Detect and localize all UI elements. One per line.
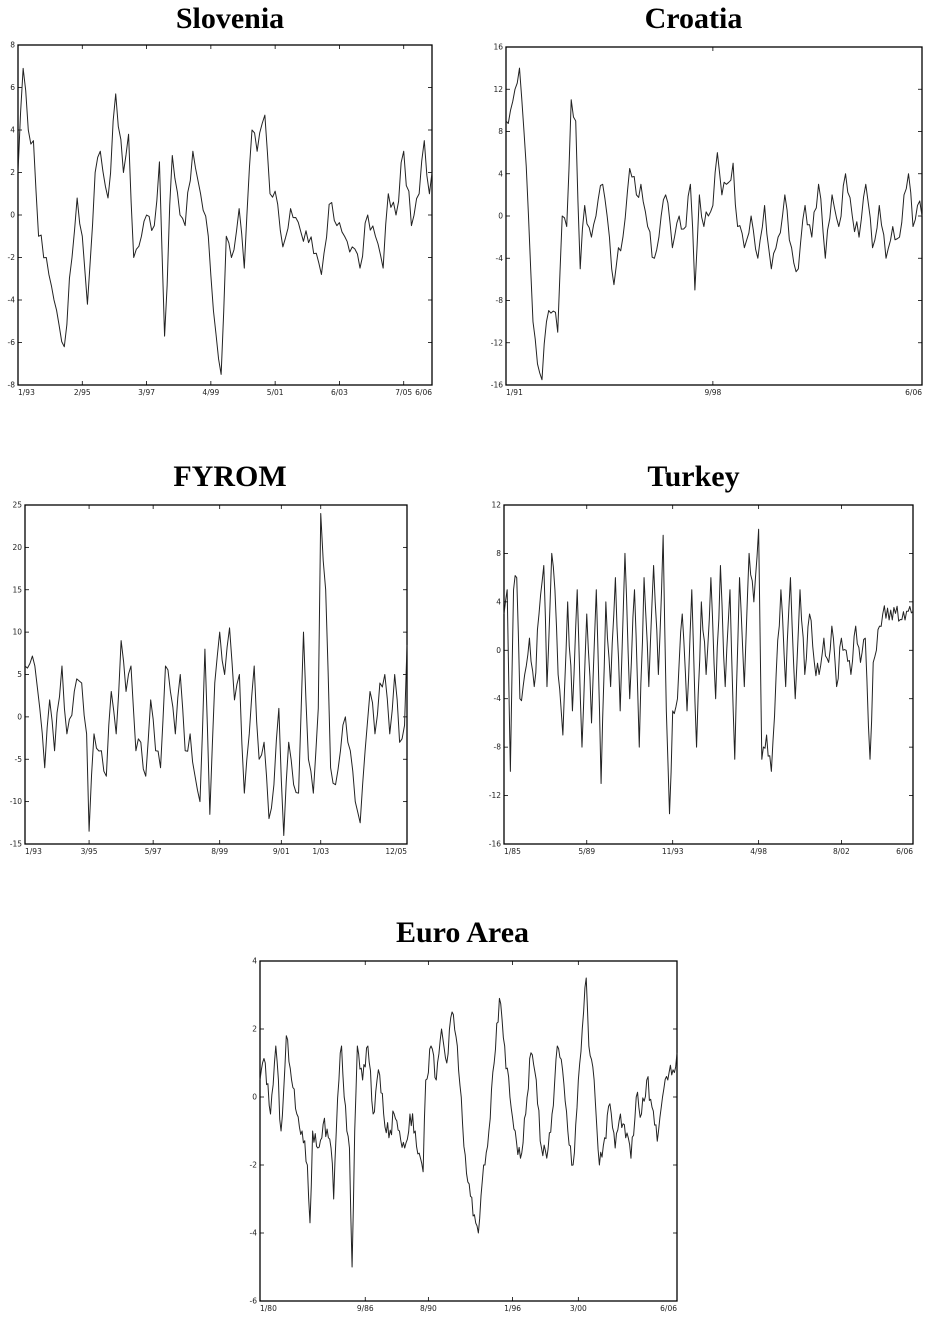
chart-panel-euro-area: Euro Area 4 2 0 -2 -4 -6 1/80 9/86 8/90 1/96 3/00 6… [0, 914, 925, 1322]
x-tick-label: 6/06 [905, 388, 922, 397]
x-tick-label: 1/03 [312, 847, 329, 856]
y-tick-label: 6 [10, 83, 15, 92]
y-tick-label: -2 [8, 253, 16, 262]
y-tick-label: -5 [15, 755, 23, 764]
x-tick-label: 11/93 [662, 847, 684, 856]
x-tick-label: 8/02 [833, 847, 850, 856]
x-tick-label: 3/00 [570, 1304, 587, 1313]
y-tick-label: 12 [491, 501, 501, 510]
x-tick-label: 4/99 [202, 388, 219, 397]
series-line [505, 67, 923, 381]
chart-slovenia: 8 6 4 2 0 -2 -4 -6 -81/93 2/95 3/97 4/99 5/01 6/03 7/0… [8, 41, 433, 397]
y-tick-label: -8 [8, 381, 16, 390]
chart-croatia: 16 12 8 4 0 -4 -8 -12 -161/91 9/98 6/06 [491, 43, 923, 397]
y-tick-label: 16 [493, 43, 503, 52]
x-tick-label: 6/06 [415, 388, 432, 397]
y-tick-label: -16 [489, 840, 501, 849]
chart-turkey: 12 8 4 0 -4 -8 -12 -161/85 5/89 11/93 4/98 8/02 6/06 [489, 501, 914, 856]
y-tick-label: 5 [17, 670, 22, 679]
y-tick-label: 4 [496, 597, 501, 606]
x-tick-label: 6/03 [331, 388, 348, 397]
y-tick-label: 0 [252, 1093, 257, 1102]
y-tick-label: 0 [496, 646, 501, 655]
y-tick-label: -4 [496, 254, 504, 263]
x-tick-label: 2/95 [74, 388, 91, 397]
chart-euro-area: 4 2 0 -2 -4 -61/80 9/86 8/90 1/96 3/00 6/06 [250, 957, 678, 1313]
x-tick-label: 4/98 [750, 847, 767, 856]
y-tick-label: -15 [10, 840, 22, 849]
plot-frame [17, 44, 433, 386]
x-tick-label: 5/89 [578, 847, 595, 856]
y-tick-label: 4 [252, 957, 257, 966]
y-tick-label: -2 [250, 1161, 258, 1170]
x-tick-label: 12/05 [385, 847, 407, 856]
x-tick-label: 1/85 [504, 847, 521, 856]
series-line [24, 512, 408, 837]
y-tick-label: 2 [10, 168, 15, 177]
y-tick-label: 12 [493, 85, 503, 94]
y-tick-label: 4 [498, 169, 503, 178]
y-tick-label: 0 [498, 212, 503, 221]
y-tick-label: 8 [496, 549, 501, 558]
y-tick-label: 25 [12, 501, 22, 510]
y-tick-label: -4 [494, 694, 502, 703]
y-tick-label: 0 [10, 211, 15, 220]
x-tick-label: 7/05 [395, 388, 412, 397]
plot-frame [503, 504, 914, 845]
chart-title: FYROM [173, 460, 287, 493]
y-tick-label: 8 [498, 127, 503, 136]
chart-panel-fyrom: FYROM 25 20 15 10 5 0 -5 -10 -15 1/93 3/95 5/97 8/99… [0, 458, 460, 868]
chart-fyrom: 25 20 15 10 5 0 -5 -10 -151/93 3/95 5/97 8/99 9/01 1/… [10, 501, 408, 856]
y-tick-label: -10 [10, 797, 22, 806]
x-tick-label: 9/98 [704, 388, 721, 397]
x-tick-label: 1/80 [260, 1304, 277, 1313]
y-tick-label: 2 [252, 1025, 257, 1034]
plot-frame [259, 960, 678, 1302]
y-tick-label: 8 [10, 41, 15, 50]
x-tick-label: 1/91 [506, 388, 523, 397]
x-tick-label: 1/93 [25, 847, 42, 856]
chart-title: Croatia [644, 2, 743, 35]
chart-title: Euro Area [395, 916, 530, 949]
x-tick-label: 9/86 [357, 1304, 374, 1313]
y-tick-label: 20 [12, 543, 22, 552]
y-tick-label: -12 [489, 791, 501, 800]
series-line [17, 67, 433, 375]
y-tick-label: 0 [17, 712, 22, 721]
chart-panel-slovenia: Slovenia 8 6 4 2 0 -2 -4 -6 -8 1/93 2/95 3/97 4/99 5/… [0, 0, 460, 410]
x-tick-label: 5/97 [145, 847, 162, 856]
chart-panel-croatia: Croatia 16 12 8 4 0 -4 -8 -12 -16 1/91 9/98 6/06 [462, 0, 925, 410]
series-line [503, 528, 914, 815]
y-tick-label: -12 [491, 338, 503, 347]
x-tick-label: 1/93 [18, 388, 35, 397]
y-tick-label: 10 [12, 628, 22, 637]
y-tick-label: 15 [12, 585, 22, 594]
x-tick-label: 3/97 [138, 388, 155, 397]
x-tick-label: 8/90 [420, 1304, 437, 1313]
x-tick-label: 5/01 [267, 388, 284, 397]
y-tick-label: -6 [250, 1297, 258, 1306]
chart-panel-turkey: Turkey 12 8 4 0 -4 -8 -12 -16 1/85 5/89 11/93 4/98 8… [462, 458, 925, 868]
x-tick-label: 1/96 [504, 1304, 521, 1313]
y-tick-label: -4 [8, 296, 16, 305]
x-tick-label: 9/01 [273, 847, 290, 856]
y-tick-label: -8 [494, 743, 502, 752]
series-line [259, 977, 678, 1268]
plot-frame [505, 46, 923, 386]
chart-title: Slovenia [175, 2, 285, 35]
y-tick-label: -4 [250, 1229, 258, 1238]
x-tick-label: 6/06 [660, 1304, 677, 1313]
x-tick-label: 6/06 [896, 847, 913, 856]
chart-title: Turkey [647, 460, 740, 493]
x-tick-label: 3/95 [81, 847, 98, 856]
x-tick-label: 8/99 [211, 847, 228, 856]
y-tick-label: -6 [8, 338, 16, 347]
y-tick-label: -8 [496, 296, 504, 305]
y-tick-label: 4 [10, 126, 15, 135]
y-tick-label: -16 [491, 381, 503, 390]
